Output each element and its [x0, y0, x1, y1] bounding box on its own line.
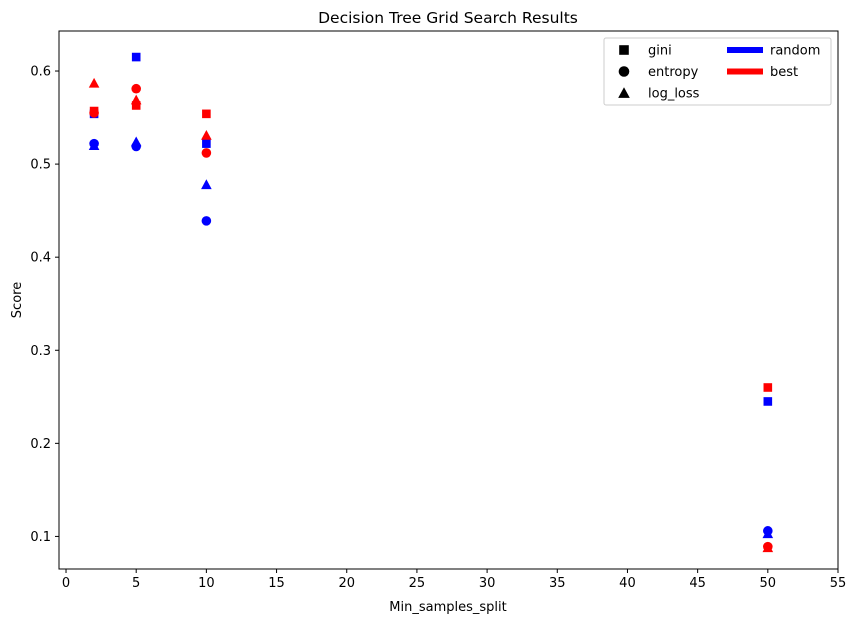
data-point-gini-best — [763, 383, 773, 392]
x-tick-label: 15 — [268, 576, 285, 591]
data-point-log_loss-best — [201, 129, 212, 140]
legend-label-random: random — [770, 44, 820, 59]
data-point-entropy-random — [201, 216, 212, 226]
y-tick-label: 0.1 — [30, 530, 51, 545]
legend: gini entropy log_loss random best — [603, 37, 832, 106]
data-point-log_loss-best — [88, 77, 100, 88]
y-tick-label: 0.3 — [30, 344, 51, 359]
y-axis-label: Score — [10, 282, 25, 318]
x-tick-label: 55 — [830, 576, 847, 591]
x-tick-label: 30 — [479, 576, 496, 591]
data-point-log_loss-best — [130, 94, 142, 105]
data-point-gini-best — [202, 109, 211, 119]
legend-label-entropy: entropy — [648, 65, 699, 80]
plot-frame — [58, 30, 839, 570]
x-tick-label: 0 — [62, 576, 70, 591]
data-point-gini-random — [202, 139, 211, 148]
data-point-log_loss-random — [130, 136, 142, 147]
legend-marker-gini — [619, 45, 629, 55]
x-tick-label: 45 — [689, 576, 706, 591]
x-tick-label: 25 — [409, 576, 426, 591]
data-point-gini-random — [763, 397, 773, 406]
x-tick-label: 5 — [132, 576, 140, 591]
data-point-gini-random — [131, 52, 141, 62]
y-tick-label: 0.4 — [30, 251, 51, 266]
y-tick-label: 0.2 — [30, 437, 51, 452]
data-point-log_loss-random — [762, 528, 774, 539]
x-axis: 0 5 10 15 20 25 30 35 40 45 50 55 — [62, 569, 846, 591]
x-tick-label: 50 — [760, 576, 777, 591]
legend-box — [603, 37, 832, 106]
x-tick-label: 40 — [619, 576, 636, 591]
chart-title: Decision Tree Grid Search Results — [318, 9, 578, 27]
y-tick-label: 0.5 — [30, 158, 51, 173]
legend-marker-entropy — [618, 66, 630, 77]
data-point-log_loss-random — [201, 179, 212, 190]
data-point-log_loss-random — [88, 140, 100, 150]
data-point-entropy-best — [89, 108, 99, 118]
legend-label-best: best — [770, 65, 798, 80]
legend-label-log_loss: log_loss — [648, 87, 700, 102]
x-tick-label: 10 — [198, 576, 215, 591]
x-tick-label: 35 — [549, 576, 566, 591]
x-tick-label: 20 — [338, 576, 355, 591]
x-axis-label: Min_samples_split — [389, 600, 506, 615]
data-point-log_loss-best — [762, 542, 774, 553]
data-point-gini-best — [131, 101, 141, 110]
y-axis: 0.1 0.2 0.3 0.4 0.5 0.6 — [30, 65, 59, 545]
data-point-entropy-best — [201, 148, 212, 158]
data-points — [88, 52, 774, 553]
y-tick-label: 0.6 — [30, 65, 51, 80]
legend-label-gini: gini — [648, 44, 672, 59]
data-point-entropy-best — [131, 83, 141, 94]
legend-marker-log_loss — [618, 87, 630, 98]
plot-area — [58, 30, 839, 570]
